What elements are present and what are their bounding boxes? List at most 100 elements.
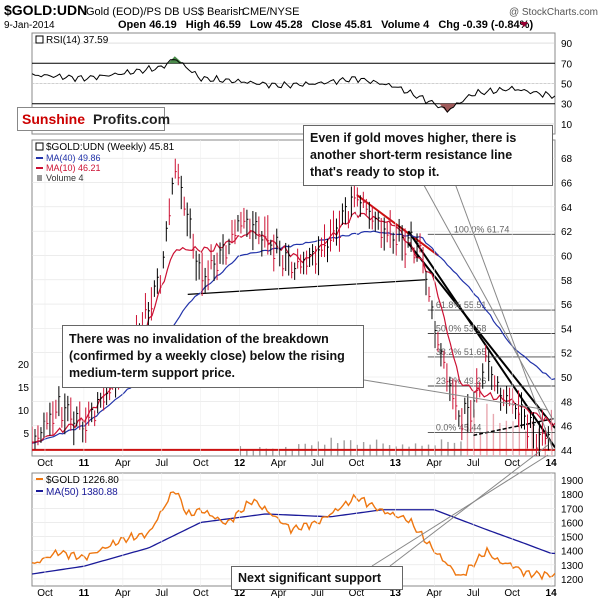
x-tick-label: 14 — [546, 458, 558, 469]
ma40-line — [32, 230, 555, 444]
price-tick-label: 48 — [561, 397, 573, 408]
x-tick-label: Apr — [271, 588, 287, 599]
fib-label: 61.8% 55.51 — [436, 300, 487, 310]
gold-series-line — [32, 491, 555, 581]
volume-bar — [317, 441, 319, 456]
open-value: 46.19 — [149, 19, 177, 31]
trendline-steep-resistance-2 — [407, 242, 555, 429]
volume-bar — [538, 428, 540, 456]
volume-bar — [252, 450, 255, 456]
price-tick-label: 62 — [561, 227, 573, 238]
x-tick-label: 13 — [390, 588, 402, 599]
gold-ma50-line — [32, 509, 555, 575]
volume-bar — [512, 421, 514, 456]
gold-legend-text: $GOLD 1226.80 — [46, 475, 119, 486]
gold-tick-label: 1900 — [561, 476, 584, 487]
logo-part-2: Profits.com — [93, 111, 171, 127]
price-tick-label: 44 — [561, 446, 573, 457]
x-tick-label: Oct — [37, 588, 53, 599]
volume-bar — [460, 441, 462, 456]
trendline-steep-resistance-1 — [407, 230, 555, 449]
volume-bar — [246, 450, 248, 456]
rsi-tick-label: 30 — [561, 100, 573, 111]
x-tick-label: Apr — [427, 588, 443, 599]
price-tick-label: 60 — [561, 251, 573, 262]
volume-value: 4 — [423, 19, 430, 31]
volume-bar — [343, 440, 345, 456]
annotation-top-right: Even if gold moves higher, there is anot… — [303, 125, 553, 186]
price-tick-label: 50 — [561, 373, 573, 384]
gold-tick-label: 1700 — [561, 504, 584, 515]
rsi-tick-label: 90 — [561, 39, 573, 50]
rsi-series-line — [32, 59, 555, 113]
volume-bar — [531, 420, 534, 456]
volume-bar — [440, 439, 443, 456]
annotation-pointer — [452, 177, 554, 451]
volume-bar — [395, 446, 397, 456]
gold-tick-label: 1300 — [561, 561, 584, 572]
chart-description: Gold (EOD)/PS DB US$ Bearish — [86, 6, 244, 18]
volume-bar — [518, 412, 521, 456]
volume-bar — [466, 423, 469, 456]
rsi-legend-swatch — [35, 35, 44, 44]
ma10-legend-text: MA(10) 46.21 — [46, 163, 101, 173]
volume-bar — [278, 450, 280, 456]
x-tick-label: Oct — [349, 588, 365, 599]
gold-tick-label: 1500 — [561, 533, 584, 544]
x-tick-label: Jul — [467, 588, 480, 599]
rsi-tick-label: 70 — [561, 59, 573, 70]
x-tick-label: Jul — [311, 588, 324, 599]
gold-layer — [32, 479, 555, 581]
rsi-oversold-fill — [439, 103, 457, 113]
x-tick-label: Oct — [193, 458, 209, 469]
x-tick-label: Apr — [115, 458, 131, 469]
x-tick-label: Jul — [155, 588, 168, 599]
volume-bar — [265, 448, 267, 456]
gold-legend: $GOLD 1226.80 MA(50) 1380.88 — [36, 475, 119, 498]
volume-bar — [525, 430, 527, 456]
x-tick-label: Oct — [37, 458, 53, 469]
x-tick-label: 11 — [79, 458, 90, 469]
x-tick-label: Jul — [467, 458, 480, 469]
x-tick-label: 11 — [79, 588, 90, 599]
volume-label: Volume — [381, 19, 420, 31]
gold-tick-label: 1800 — [561, 490, 584, 501]
volume-bar — [239, 446, 242, 456]
x-tick-label: Oct — [504, 588, 520, 599]
gold-tick-label: 1400 — [561, 547, 584, 558]
x-tick-label: 14 — [546, 588, 558, 599]
fib-label: 0.0% 45.44 — [436, 422, 482, 432]
x-tick-label: 13 — [390, 458, 402, 469]
x-tick-label: Apr — [427, 458, 443, 469]
ma40-legend-text: MA(40) 49.86 — [46, 153, 101, 163]
trendline-support-line — [187, 279, 426, 295]
axis-layer: 90 70 50 30 10 68 66 64 62 60 58 56 54 52 50 48 46 44 20 15… — [18, 39, 584, 599]
chg-value: -0.39 (-0.84%) — [463, 19, 534, 31]
chart-exchange: CME/NYSE — [242, 6, 299, 18]
open-label: Open — [118, 19, 146, 31]
x-tick-label: Apr — [115, 588, 131, 599]
volume-bar — [499, 422, 501, 456]
gold-tick-label: 1600 — [561, 518, 584, 529]
volume-bar — [285, 446, 287, 456]
high-label: High — [186, 19, 211, 31]
x-tick-label: Apr — [271, 458, 287, 469]
x-tick-label: Oct — [504, 458, 520, 469]
price-tick-label: 64 — [561, 203, 573, 214]
x-tick-label: 12 — [234, 458, 246, 469]
volume-bar — [479, 431, 482, 456]
low-value: 45.28 — [275, 19, 303, 31]
fib-label: 50.0% 53.58 — [436, 323, 487, 333]
chg-down-arrow-icon — [520, 22, 528, 27]
rsi-tick-label: 10 — [561, 120, 573, 131]
price-tick-label: 68 — [561, 154, 573, 165]
trendline-red-resistance — [355, 193, 439, 257]
volume-bar — [330, 437, 332, 456]
volume-legend-text: Volume 4 — [46, 173, 84, 183]
volume-bar — [375, 439, 378, 456]
price-tick-label: 52 — [561, 349, 573, 360]
fib-label: 38.2% 51.65 — [436, 347, 487, 357]
volume-legend-swatch — [37, 175, 42, 181]
x-tick-label: Jul — [155, 458, 168, 469]
